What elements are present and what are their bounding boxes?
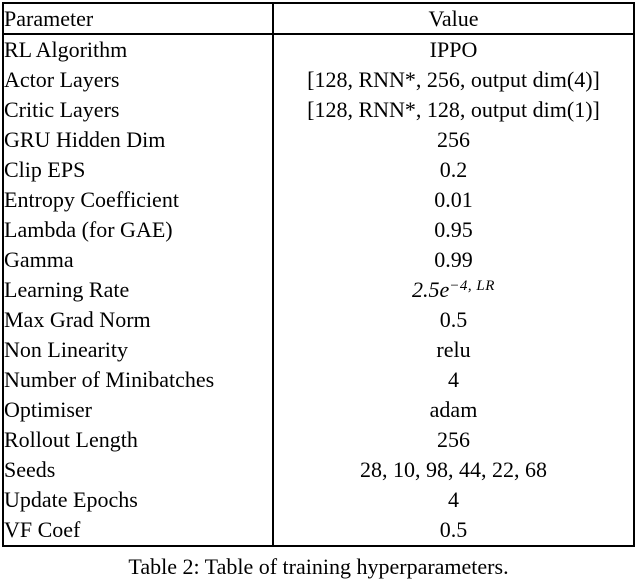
param-cell: Entropy Coefficient bbox=[3, 185, 274, 215]
table-row-rl-algorithm: RL Algorithm IPPO bbox=[3, 34, 634, 65]
table-row-max-grad-norm: Max Grad Norm 0.5 bbox=[3, 305, 634, 335]
value-cell: 0.2 bbox=[439, 157, 468, 182]
column-header-value: Value bbox=[428, 6, 479, 31]
column-header-parameter: Parameter bbox=[3, 3, 274, 34]
learning-rate-expression: 2.5e−4, LR bbox=[412, 277, 495, 302]
value-cell: 0.01 bbox=[434, 187, 473, 212]
learning-rate-superscript: −4, LR bbox=[449, 278, 495, 294]
value-cell: 0.5 bbox=[439, 517, 468, 542]
hyperparameters-table: Parameter Value RL Algorithm IPPO Actor … bbox=[2, 2, 635, 547]
table-row-vf-coef: VF Coef 0.5 bbox=[3, 515, 634, 546]
table-row-actor-layers: Actor Layers [128, RNN*, 256, output dim… bbox=[3, 65, 634, 95]
value-cell: 28, 10, 98, 44, 22, 68 bbox=[360, 457, 547, 482]
table-row-gamma: Gamma 0.99 bbox=[3, 245, 634, 275]
table-row-update-epochs: Update Epochs 4 bbox=[3, 485, 634, 515]
param-cell: Learning Rate bbox=[3, 275, 274, 305]
value-cell: 4 bbox=[448, 487, 459, 512]
header-row: Parameter Value bbox=[3, 3, 634, 34]
value-cell: 4 bbox=[448, 367, 459, 392]
param-cell: Clip EPS bbox=[3, 155, 274, 185]
value-cell: relu bbox=[436, 337, 471, 362]
table-row-seeds: Seeds 28, 10, 98, 44, 22, 68 bbox=[3, 455, 634, 485]
value-cell: 2.5e−4, LR bbox=[273, 275, 634, 305]
value-cell: adam bbox=[429, 397, 478, 422]
table-caption: Table 2: Table of training hyperparamete… bbox=[128, 554, 509, 579]
table-row-clip-eps: Clip EPS 0.2 bbox=[3, 155, 634, 185]
param-cell: Optimiser bbox=[3, 395, 274, 425]
param-cell: Number of Minibatches bbox=[3, 365, 274, 395]
param-cell: Actor Layers bbox=[3, 65, 274, 95]
param-cell: Critic Layers bbox=[3, 95, 274, 125]
value-cell: 256 bbox=[437, 127, 470, 152]
value-cell: 0.95 bbox=[434, 217, 473, 242]
table-row-optimiser: Optimiser adam bbox=[3, 395, 634, 425]
learning-rate-base: 2.5e bbox=[412, 277, 450, 302]
param-cell: Lambda (for GAE) bbox=[3, 215, 274, 245]
value-cell: 0.5 bbox=[439, 307, 468, 332]
value-cell: [128, RNN*, 256, output dim(4)] bbox=[307, 67, 600, 92]
value-cell: 0.99 bbox=[434, 247, 473, 272]
table-row-learning-rate: Learning Rate 2.5e−4, LR bbox=[3, 275, 634, 305]
param-cell: GRU Hidden Dim bbox=[3, 125, 274, 155]
param-cell: Max Grad Norm bbox=[3, 305, 274, 335]
value-cell: [128, RNN*, 128, output dim(1)] bbox=[307, 97, 600, 122]
table-row-number-of-minibatches: Number of Minibatches 4 bbox=[3, 365, 634, 395]
table-row-critic-layers: Critic Layers [128, RNN*, 128, output di… bbox=[3, 95, 634, 125]
table-body: RL Algorithm IPPO Actor Layers [128, RNN… bbox=[3, 34, 634, 546]
param-cell: VF Coef bbox=[3, 515, 274, 546]
value-cell: 256 bbox=[437, 427, 470, 452]
param-cell: RL Algorithm bbox=[3, 34, 274, 65]
table-header: Parameter Value bbox=[3, 3, 634, 34]
table-row-rollout-length: Rollout Length 256 bbox=[3, 425, 634, 455]
table-row-lambda-gae: Lambda (for GAE) 0.95 bbox=[3, 215, 634, 245]
value-cell: IPPO bbox=[429, 37, 478, 62]
param-cell: Gamma bbox=[3, 245, 274, 275]
table-row-gru-hidden-dim: GRU Hidden Dim 256 bbox=[3, 125, 634, 155]
table-row-entropy-coefficient: Entropy Coefficient 0.01 bbox=[3, 185, 634, 215]
param-cell: Non Linearity bbox=[3, 335, 274, 365]
param-cell: Seeds bbox=[3, 455, 274, 485]
param-cell: Rollout Length bbox=[3, 425, 274, 455]
param-cell: Update Epochs bbox=[3, 485, 274, 515]
table-row-non-linearity: Non Linearity relu bbox=[3, 335, 634, 365]
